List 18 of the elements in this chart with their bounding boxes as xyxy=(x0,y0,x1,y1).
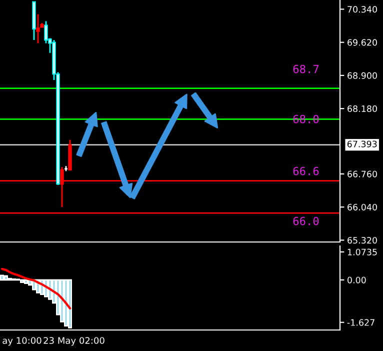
x-tick-label: ay 10:00 xyxy=(2,337,42,346)
annotation: 66.0 xyxy=(293,216,319,226)
y-tick-label: 70.340 xyxy=(348,6,377,13)
y-tick-label: 69.620 xyxy=(348,39,377,46)
y-tick-label: -1.627 xyxy=(347,319,374,326)
x-tick-label: 23 May 02:00 xyxy=(44,337,104,346)
candlestick xyxy=(36,14,40,44)
y-tick-label: 1.0735 xyxy=(348,248,377,256)
y-tick-label: 68.900 xyxy=(348,72,377,79)
annotation: 68.7 xyxy=(293,64,319,74)
y-tick-label: 65.320 xyxy=(348,236,377,244)
annotation: 66.6 xyxy=(293,166,319,176)
ref-line-label: 67.393 xyxy=(347,140,377,148)
y-tick-label: 68.180 xyxy=(348,105,377,112)
y-tick-label: 0.00 xyxy=(348,276,366,284)
y-tick-label: 66.760 xyxy=(348,170,377,178)
y-tick-label: 66.040 xyxy=(348,204,377,210)
line-series xyxy=(0,268,72,310)
